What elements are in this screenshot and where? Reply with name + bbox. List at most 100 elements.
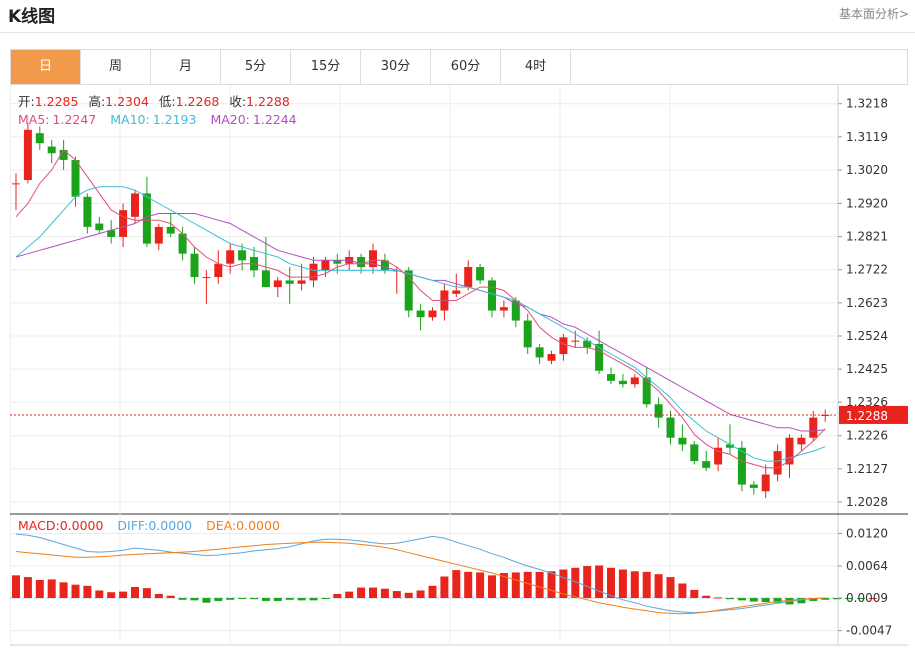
tab-4[interactable]: 15分	[291, 50, 361, 84]
macd-histogram-bar	[47, 579, 56, 599]
candle-body	[12, 183, 20, 185]
macd-value: 0.0000	[60, 518, 104, 533]
macd-histogram-bar	[380, 588, 389, 599]
candle-body	[238, 250, 247, 261]
macd-pane	[10, 533, 877, 615]
candle-body	[499, 307, 508, 311]
macd-histogram-bar	[23, 577, 32, 599]
candle-body	[535, 347, 544, 358]
macd-tick-label: -0.0047	[846, 624, 892, 638]
macd-histogram-bar	[59, 582, 68, 599]
macd-histogram-bar	[35, 580, 44, 599]
candle-body	[607, 374, 615, 381]
macd-histogram-bar	[678, 583, 687, 599]
candle-body	[404, 270, 413, 311]
ohlc-legend: 开:1.2285 高:1.2304 低:1.2268 收:1.2288	[18, 94, 290, 109]
macd-histogram-bar	[856, 598, 865, 600]
fundamental-analysis-link[interactable]: 基本面分析>	[838, 7, 909, 21]
macd-histogram-bar	[488, 575, 496, 599]
candle-body	[380, 260, 389, 271]
macd-histogram-bar	[868, 598, 877, 600]
tab-6[interactable]: 60分	[431, 50, 501, 84]
tab-1[interactable]: 周	[81, 50, 151, 84]
macd-histogram-bar	[702, 595, 711, 599]
diff-label: DIFF:	[117, 518, 148, 533]
macd-histogram-bar	[261, 598, 270, 601]
tab-5[interactable]: 30分	[361, 50, 431, 84]
candle-body	[749, 484, 758, 488]
macd-histogram-bar	[297, 598, 306, 601]
macd-histogram-bar	[821, 598, 830, 600]
price-tick-label: 1.2920	[846, 196, 888, 210]
macd-histogram-bar	[630, 571, 639, 599]
price-tick-label: 1.2821	[846, 230, 888, 244]
macd-histogram-bar	[12, 575, 20, 599]
macd-histogram-bar	[226, 598, 235, 600]
macd-histogram-bar	[452, 570, 461, 599]
candle-body	[488, 280, 496, 311]
macd-histogram-bar	[285, 598, 294, 600]
macd-histogram-bar	[583, 566, 592, 599]
tab-0[interactable]: 日	[11, 50, 81, 84]
period-tabs: 日周月 5分 15分 30分 60分 4时	[10, 49, 908, 85]
candle-body	[714, 447, 723, 465]
macd-histogram-bar	[571, 567, 580, 599]
chart-grid	[10, 85, 838, 646]
tab-3[interactable]: 5分	[221, 50, 291, 84]
macd-histogram-bar	[595, 565, 604, 599]
candle-body	[464, 267, 473, 288]
macd-histogram-bar	[345, 591, 354, 599]
macd-histogram-bar	[797, 598, 806, 604]
candlestick-pane	[10, 123, 838, 498]
price-axis: 1.3218 1.3119 1.3020 1.2920 1.2821 1.2722 1.26…	[838, 97, 908, 638]
price-tick-label: 1.2326	[846, 395, 888, 409]
candle-body	[547, 354, 556, 361]
kline-chart-area[interactable]: 1.3218 1.3119 1.3020 1.2920 1.2821 1.2722 1.26…	[9, 85, 908, 646]
open-value: 1.2285	[35, 94, 79, 109]
macd-histogram-bar	[440, 576, 449, 599]
macd-histogram-bar	[666, 577, 675, 599]
macd-histogram-bar	[119, 591, 128, 599]
candle-body	[273, 280, 282, 288]
candle-body	[214, 263, 223, 278]
macd-histogram-bar	[357, 587, 366, 599]
candle-body	[678, 437, 687, 445]
candle-body	[202, 277, 211, 279]
ma10-value: 1.2193	[153, 112, 197, 127]
price-tick-label: 1.2524	[846, 329, 888, 343]
macd-histogram-bar	[642, 571, 651, 599]
macd-tick-label: 0.0064	[846, 559, 888, 573]
page-title: K线图	[8, 7, 56, 27]
macd-histogram-bar	[392, 591, 401, 599]
macd-histogram-bar	[773, 598, 782, 603]
kline-chart-svg[interactable]: 1.3218 1.3119 1.3020 1.2920 1.2821 1.2722 1.26…	[9, 85, 908, 646]
candle-body	[785, 437, 794, 465]
macd-histogram-bar	[273, 598, 282, 601]
candle-body	[737, 447, 746, 485]
candle-body	[559, 337, 568, 355]
candle-body	[83, 196, 92, 227]
macd-histogram-bar	[166, 595, 175, 599]
candle-body	[702, 461, 711, 468]
price-tick-label: 1.2226	[846, 429, 888, 443]
macd-histogram-bar	[428, 585, 437, 599]
dea-label: DEA:	[206, 518, 236, 533]
macd-histogram-bar	[690, 589, 699, 599]
candle-body	[571, 340, 580, 342]
tab-2[interactable]: 月	[151, 50, 221, 84]
ma20-label: MA20:	[210, 112, 249, 127]
macd-histogram-bar	[321, 598, 330, 600]
macd-histogram-bar	[333, 593, 342, 599]
price-tick-label: 1.2722	[846, 263, 888, 277]
candle-body	[261, 270, 270, 288]
macd-histogram-bar	[809, 598, 818, 601]
candle-body	[333, 260, 342, 264]
tab-7[interactable]: 4时	[501, 50, 571, 84]
candle-body	[226, 250, 235, 264]
candle-body	[666, 417, 675, 438]
candle-body	[166, 226, 175, 234]
macd-histogram-bar	[250, 598, 258, 600]
macd-tick-label: 0.0120	[846, 526, 888, 540]
macd-histogram-bar	[618, 569, 627, 599]
macd-histogram-bar	[83, 585, 92, 599]
